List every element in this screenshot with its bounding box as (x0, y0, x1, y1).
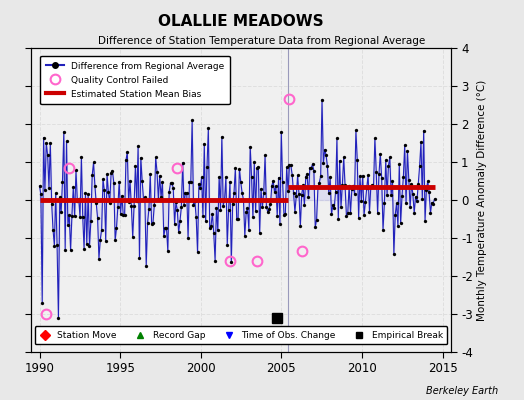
Y-axis label: Monthly Temperature Anomaly Difference (°C): Monthly Temperature Anomaly Difference (… (477, 79, 487, 321)
Legend: Station Move, Record Gap, Time of Obs. Change, Empirical Break: Station Move, Record Gap, Time of Obs. C… (35, 326, 447, 344)
Text: Berkeley Earth: Berkeley Earth (425, 386, 498, 396)
Text: Difference of Station Temperature Data from Regional Average: Difference of Station Temperature Data f… (99, 36, 425, 46)
Title: OLALLIE MEADOWS: OLALLIE MEADOWS (158, 14, 324, 29)
